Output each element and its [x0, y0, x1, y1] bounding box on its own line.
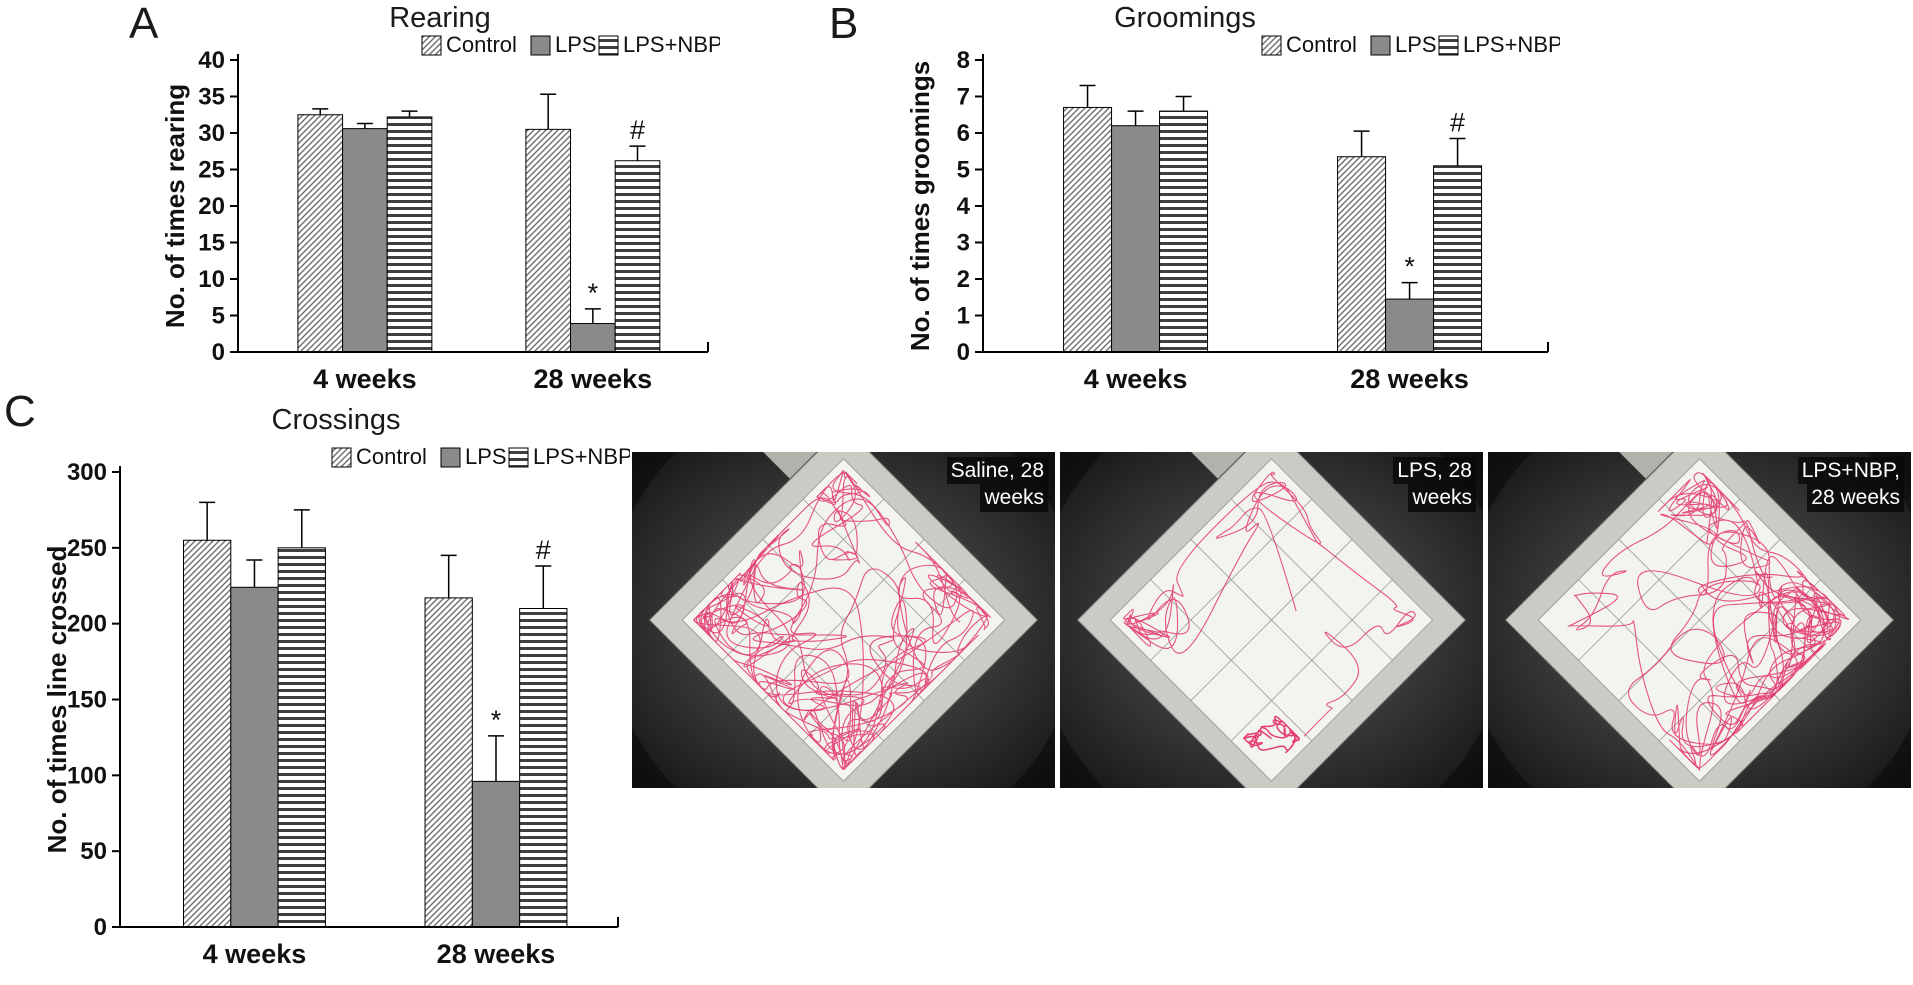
svg-text:LPS+NBP: LPS+NBP	[533, 444, 630, 469]
chart-title-crossings: Crossings	[271, 404, 401, 436]
svg-text:10: 10	[198, 266, 225, 293]
svg-text:Control: Control	[356, 444, 427, 469]
svg-text:0: 0	[212, 339, 225, 366]
svg-text:1: 1	[957, 303, 970, 330]
svg-text:LPS: LPS	[1395, 32, 1437, 57]
svg-text:#: #	[630, 115, 645, 145]
svg-text:0: 0	[94, 914, 107, 941]
rearing-bar-chart: 4 weeks 28 weeks * #0 5 10 15 20 25 30 35 40 No. of …	[160, 32, 720, 394]
track-label-saline: Saline, 28 weeks	[946, 457, 1048, 512]
svg-text:3: 3	[957, 230, 970, 257]
svg-text:300: 300	[67, 459, 107, 486]
track-label-line: LPS, 28	[1393, 457, 1476, 485]
svg-text:No. of times line crossed: No. of times line crossed	[42, 546, 72, 854]
svg-text:4 weeks: 4 weeks	[313, 364, 417, 394]
panel-letter-a: A	[129, 0, 159, 48]
track-label-line: 28 weeks	[1807, 484, 1904, 512]
svg-text:#: #	[1450, 107, 1465, 137]
svg-text:5: 5	[957, 157, 970, 184]
track-label-lps-nbp: LPS+NBP, 28 weeks	[1797, 457, 1904, 512]
svg-text:50: 50	[80, 838, 107, 865]
track-label-line: Saline, 28	[946, 457, 1048, 485]
svg-text:25: 25	[198, 157, 225, 184]
svg-text:200: 200	[67, 611, 107, 638]
track-label-line: weeks	[980, 484, 1048, 512]
svg-text:40: 40	[198, 47, 225, 74]
chart-title-groomings: Groomings	[1114, 2, 1256, 34]
svg-text:LPS+NBP: LPS+NBP	[623, 32, 720, 57]
svg-text:LPS: LPS	[555, 32, 597, 57]
panel-letter-b: B	[829, 0, 859, 48]
svg-text:Control: Control	[1286, 32, 1357, 57]
svg-text:7: 7	[957, 84, 970, 111]
svg-text:150: 150	[67, 687, 107, 714]
svg-text:8: 8	[957, 47, 970, 74]
svg-text:100: 100	[67, 762, 107, 789]
svg-text:15: 15	[198, 230, 225, 257]
svg-text:Control: Control	[446, 32, 517, 57]
svg-text:*: *	[491, 705, 502, 735]
track-image-lps-nbp: LPS+NBP, 28 weeks	[1488, 452, 1911, 788]
svg-text:250: 250	[67, 535, 107, 562]
svg-text:28 weeks: 28 weeks	[437, 939, 556, 969]
svg-text:#: #	[536, 535, 551, 565]
svg-text:4 weeks: 4 weeks	[1084, 364, 1188, 394]
svg-text:35: 35	[198, 84, 225, 111]
svg-text:6: 6	[957, 120, 970, 147]
open-field-photo-lps	[1060, 452, 1483, 788]
svg-text:No. of times groomings: No. of times groomings	[905, 61, 935, 351]
track-label-line: weeks	[1408, 484, 1476, 512]
panel-letter-c: C	[4, 387, 36, 436]
crossings-bar-chart: 4 weeks 28 weeks * #0 50 100 150 200 250 300 No. o…	[42, 444, 630, 969]
svg-text:2: 2	[957, 266, 970, 293]
svg-text:4 weeks: 4 weeks	[203, 939, 307, 969]
chart-title-rearing: Rearing	[389, 2, 491, 34]
track-label-lps: LPS, 28 weeks	[1393, 457, 1476, 512]
open-field-photo-lps-nbp	[1488, 452, 1911, 788]
svg-text:No. of times rearing: No. of times rearing	[160, 84, 190, 328]
svg-text:*: *	[588, 278, 599, 308]
track-image-lps: LPS, 28 weeks	[1060, 452, 1483, 788]
svg-text:*: *	[1404, 252, 1415, 282]
track-images-row: Saline, 28 weeks LPS, 28 weeks LPS+NBP, …	[632, 452, 1911, 788]
svg-text:5: 5	[212, 303, 225, 330]
svg-text:LPS: LPS	[465, 444, 507, 469]
svg-text:LPS+NBP: LPS+NBP	[1463, 32, 1560, 57]
groomings-bar-chart: 4 weeks 28 weeks * #0 1 2 3 4 5 6 7 8 No. of times g…	[905, 32, 1560, 394]
track-label-line: LPS+NBP,	[1797, 457, 1904, 485]
svg-text:28 weeks: 28 weeks	[534, 364, 653, 394]
open-field-photo-saline	[632, 452, 1055, 788]
svg-text:20: 20	[198, 193, 225, 220]
svg-text:30: 30	[198, 120, 225, 147]
svg-text:28 weeks: 28 weeks	[1350, 364, 1469, 394]
svg-text:0: 0	[957, 339, 970, 366]
svg-text:4: 4	[957, 193, 971, 220]
track-image-saline: Saline, 28 weeks	[632, 452, 1055, 788]
